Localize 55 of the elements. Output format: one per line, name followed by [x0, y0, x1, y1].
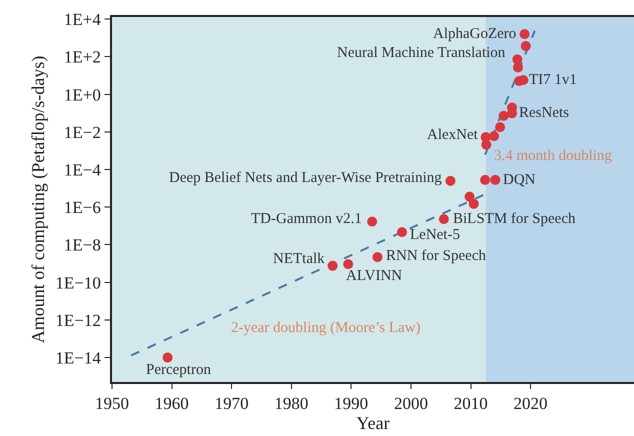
x-tick-label: 1980 — [274, 394, 308, 414]
point — [372, 252, 382, 262]
x-tick-label: 1950 — [95, 394, 129, 414]
point — [520, 29, 530, 40]
point — [464, 192, 475, 202]
y-tick-label: 1E−4 — [64, 160, 102, 180]
y-tick-label: 1E−2 — [64, 122, 101, 142]
y-axis-title: Amount of computing (Petaflop/s-days) — [28, 56, 48, 344]
point — [495, 122, 506, 132]
annotation: Neural Machine Translation — [337, 45, 506, 61]
annotation: RNN for Speech — [386, 248, 486, 264]
point — [520, 41, 531, 52]
x-tick-label: 2020 — [514, 394, 548, 414]
annotation: ALVINN — [346, 268, 402, 284]
point — [397, 227, 407, 238]
x-tick-label: 2000 — [394, 394, 428, 414]
point — [513, 62, 523, 72]
annotation: DQN — [503, 172, 536, 188]
annotation: TI7 1v1 — [529, 72, 577, 88]
point — [162, 352, 173, 363]
point — [328, 260, 338, 271]
point — [481, 140, 492, 150]
y-tick-label: 1E−6 — [64, 198, 101, 218]
point — [480, 174, 490, 185]
annotation: AlexNet — [427, 127, 479, 143]
annotation: 3.4 month doubling — [494, 148, 612, 164]
x-axis-title: Year — [356, 413, 390, 434]
annotation: TD-Gammon v2.1 — [251, 211, 362, 227]
annotation: NETtalk — [273, 251, 326, 267]
y-tick-label: 1E−12 — [55, 310, 101, 330]
y-tick-label: 1E−10 — [55, 273, 101, 292]
annotation: AlphaGoZero — [433, 26, 516, 42]
point — [438, 214, 449, 224]
y-tick-label: 1E+4 — [64, 10, 102, 30]
x-tick-label: 1970 — [214, 394, 249, 414]
point — [498, 110, 509, 121]
x-tick-label: 1960 — [154, 394, 189, 414]
annotation: BiLSTM for Speech — [453, 211, 576, 227]
point — [468, 198, 479, 209]
x-tick-label: 2010 — [454, 394, 488, 414]
y-tick-label: 1E−8 — [64, 236, 101, 255]
point — [490, 174, 500, 185]
annotation: Deep Belief Nets and Layer-Wise Pretraining — [169, 170, 442, 186]
point — [445, 176, 456, 186]
y-tick-label: 1E−14 — [55, 348, 102, 368]
point — [343, 259, 354, 270]
annotation: LeNet-5 — [410, 227, 460, 243]
y-tick-label: 1E+2 — [64, 48, 101, 67]
y-tick-label: 1E+0 — [64, 85, 101, 104]
point — [367, 216, 378, 227]
point — [489, 131, 500, 142]
annotation: Perceptron — [146, 362, 212, 378]
annotation: 2-year doubling (Moore’s Law) — [231, 320, 421, 336]
annotation: ResNets — [519, 105, 570, 121]
x-tick-label: 1990 — [334, 394, 368, 414]
